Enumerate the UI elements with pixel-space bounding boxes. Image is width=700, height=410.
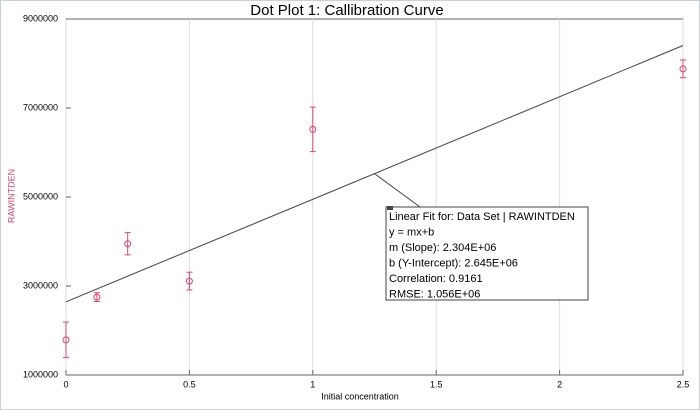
y-tick-label: 7000000 [23,102,58,112]
data-point [93,293,101,301]
fit-text-line: Correlation: 0.9161 [389,273,483,285]
x-tick-label: 0.5 [183,379,196,389]
fit-handle [387,206,393,210]
data-point [185,277,193,285]
fit-text-line: b (Y-Intercept): 2.645E+06 [389,257,518,269]
chart-title: Dot Plot 1: Callibration Curve [250,2,443,19]
error-bar [680,59,686,79]
x-tick-label: 1 [310,379,315,389]
x-axis-label: Initial concentration [321,391,399,401]
fit-text-line: m (Slope): 2.304E+06 [389,242,496,254]
y-tick-label: 1000000 [23,369,58,379]
y-axis-label: RAWINTDEN [6,169,16,223]
fit-text-line: RMSE: 1.056E+06 [389,288,480,300]
x-tick-label: 2 [557,379,562,389]
error-bar [124,232,131,256]
y-tick-label: 5000000 [23,191,58,201]
y-tick-label: 9000000 [23,13,58,23]
fit-text-line: y = mx+b [389,226,434,238]
x-tick-label: 0 [63,379,68,389]
error-bar [309,106,316,153]
error-bar [186,271,193,291]
fit-box [385,206,589,301]
data-point [679,65,687,73]
x-tick-label: 2.5 [677,379,690,389]
fit-text: Linear Fit for: Data Set | RAWINTDEN y = … [389,211,575,301]
data-point [309,125,317,133]
error-bar [63,321,69,359]
data-point [124,240,132,248]
x-tick-label: 1.5 [430,379,443,389]
y-tick-label: 3000000 [23,280,58,290]
data-point [62,336,70,344]
fit-text-line: Linear Fit for: Data Set | RAWINTDEN [389,211,575,223]
leader-line [374,173,421,208]
